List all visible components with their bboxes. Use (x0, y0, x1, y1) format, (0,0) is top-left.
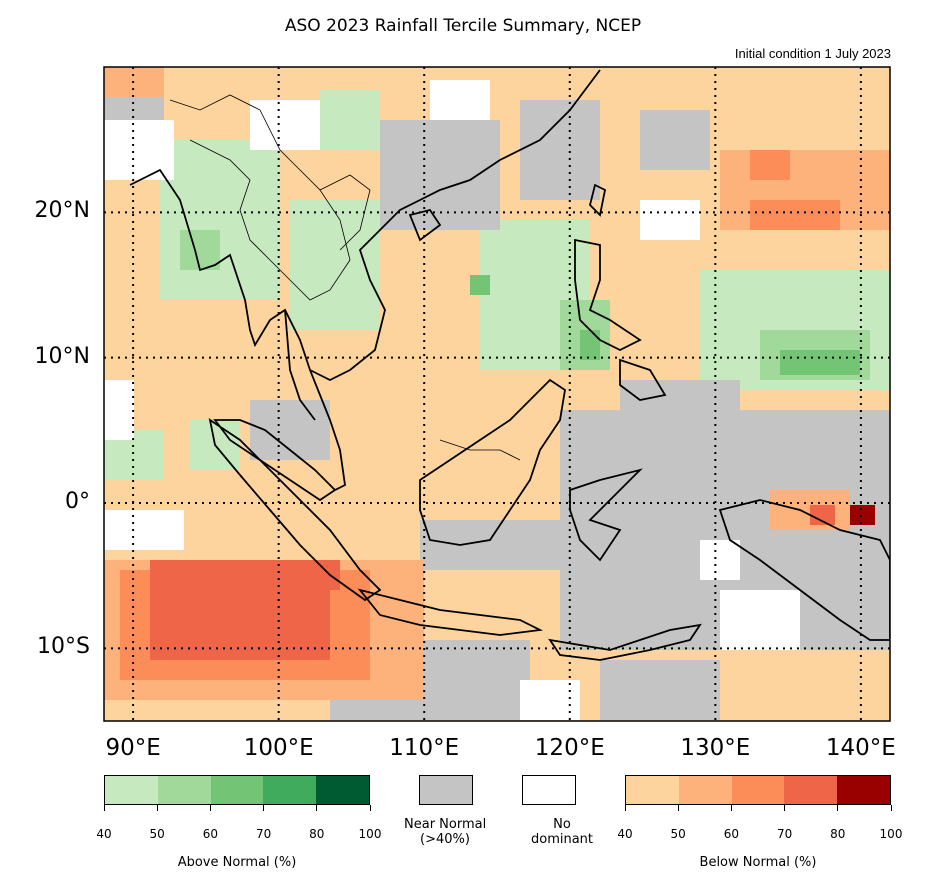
lon-label: 140°E (825, 735, 896, 761)
lon-label: 100°E (243, 735, 314, 761)
coast-lesser-sunda (548, 623, 702, 661)
above-normal-tick-label: 50 (149, 827, 165, 841)
below-normal-tick-mark (837, 805, 839, 811)
coast-new-guinea (718, 499, 890, 641)
near-normal-caption-line1: Near Normal (404, 817, 487, 832)
below-normal-tick-mark (784, 805, 786, 811)
coast-hainan (408, 208, 442, 242)
near-normal-swatch (419, 775, 473, 805)
no-dominant-swatch (522, 775, 576, 805)
above-normal-tick-mark (263, 805, 265, 811)
below-normal-80 (850, 505, 875, 525)
above-normal-tick-mark (316, 805, 318, 811)
below-normal-tick-mark (730, 805, 732, 811)
below-normal-tick-label: 40 (617, 827, 633, 841)
above-normal-tick-mark (369, 805, 371, 811)
below-normal-colorbar (625, 775, 891, 805)
coast-luzon (574, 238, 642, 352)
below-normal-tick-mark (677, 805, 679, 811)
tercile-cells (104, 67, 890, 721)
above-normal-tick-mark (156, 805, 158, 811)
below-normal-tick-label: 50 (670, 827, 686, 841)
coast-mindanao (619, 358, 667, 401)
no-dominant-caption: No dominant (512, 817, 612, 847)
above-normal-caption: Above Normal (%) (177, 855, 297, 870)
below-normal-tick-mark (890, 805, 892, 811)
lat-label: 10°S (37, 634, 90, 660)
above-normal-tick-label: 100 (358, 827, 382, 841)
coast-sulawesi (569, 468, 643, 562)
below-normal-tick-label: 80 (830, 827, 846, 841)
gridlines (104, 67, 890, 721)
below-normal-tick-label: 70 (776, 827, 793, 841)
above-normal-colorbar (104, 775, 370, 805)
coast-java (357, 588, 544, 636)
coastlines (129, 69, 890, 661)
coast-borneo (419, 378, 566, 546)
above-normal-segment (105, 776, 158, 804)
coast-sumatra (208, 418, 382, 602)
map-title: ASO 2023 Rainfall Tercile Summary, NCEP (284, 16, 642, 36)
lat-label: 10°N (34, 343, 90, 369)
above-normal-tick-label: 60 (202, 827, 219, 841)
lon-label: 130°E (680, 735, 751, 761)
below-normal-70 (150, 505, 835, 660)
above-normal-segment (157, 776, 211, 804)
above-normal-tick-mark (103, 805, 105, 811)
lon-label: 90°E (105, 735, 161, 761)
above-normal-tick-label: 40 (96, 827, 112, 841)
near-normal-caption: Near Normal (>40%) (404, 817, 528, 847)
above-normal-segment (210, 776, 264, 804)
below-normal-segment (784, 776, 838, 804)
below-normal-segment (837, 776, 890, 804)
below-normal-tick-mark (624, 805, 626, 811)
near-normal-caption-line2: (>40%) (420, 832, 470, 847)
country-borders (169, 94, 521, 461)
above-normal-peak (470, 275, 860, 375)
lat-label: 20°N (34, 198, 90, 224)
coast-taiwan (589, 183, 607, 217)
lon-label: 120°E (534, 735, 605, 761)
above-normal-tick-label: 80 (309, 827, 325, 841)
lat-label: 0° (65, 489, 90, 514)
above-normal-tick-label: 70 (255, 827, 272, 841)
no-dominant-caption-line2: dominant (530, 832, 594, 847)
map-subtitle: Initial condition 1 July 2023 (734, 46, 891, 61)
below-normal-caption: Below Normal (%) (699, 855, 817, 870)
no-dominant-caption-line1: No (553, 817, 571, 832)
below-normal-segment (678, 776, 732, 804)
lon-label: 110°E (389, 735, 460, 761)
below-normal-tick-label: 60 (723, 827, 740, 841)
no-dominant-region (104, 80, 800, 720)
above-normal-segment (316, 776, 369, 804)
plot-frame (103, 66, 891, 722)
below-normal-segment (626, 776, 679, 804)
above-normal-segment (263, 776, 317, 804)
below-normal-tick-label: 100 (879, 827, 903, 841)
above-normal-tick-mark (209, 805, 211, 811)
below-normal-segment (731, 776, 785, 804)
